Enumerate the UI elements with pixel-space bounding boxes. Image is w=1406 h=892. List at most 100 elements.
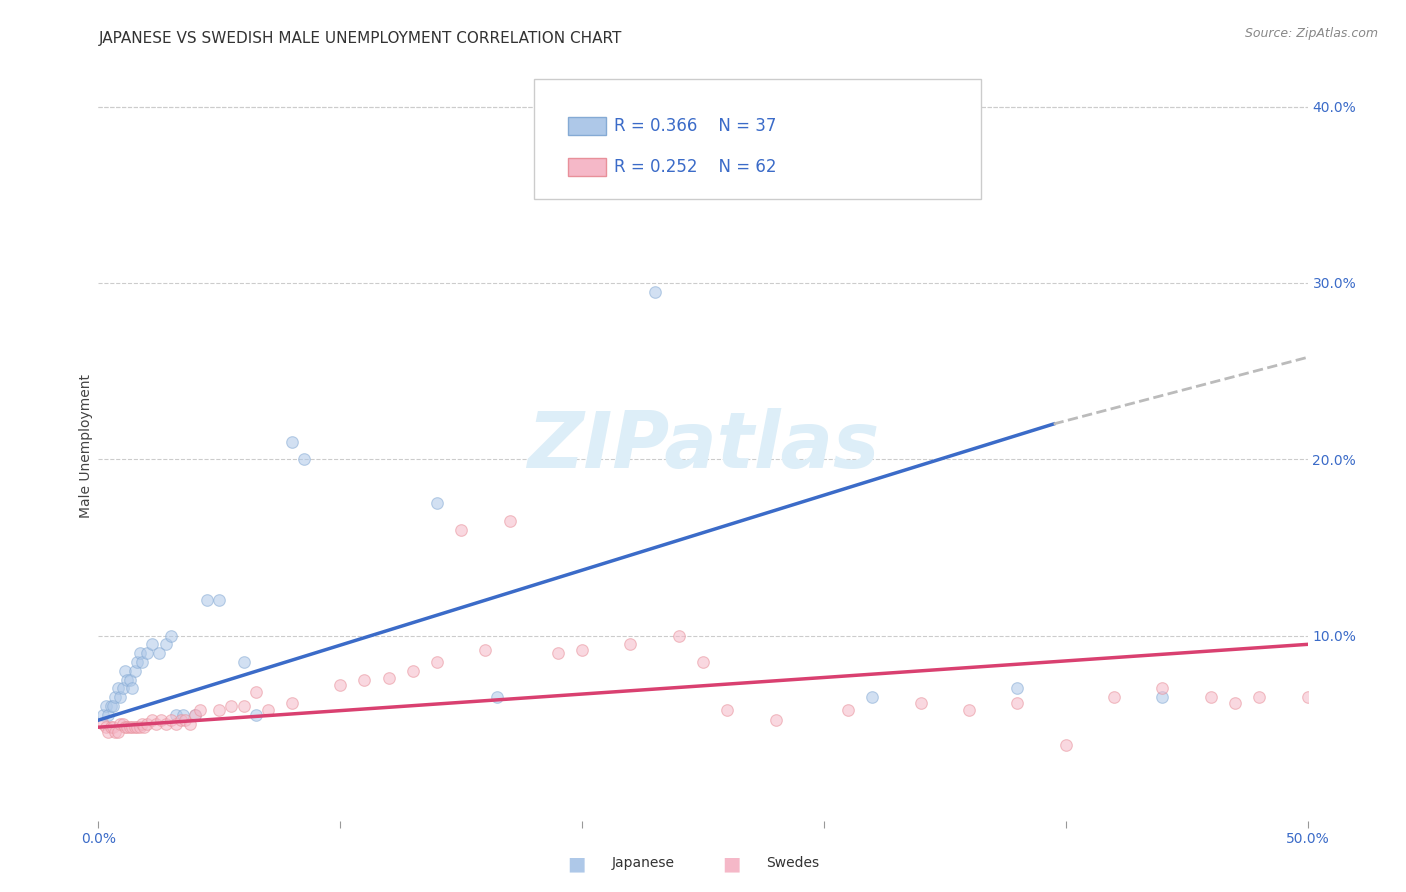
Point — [148, 646, 170, 660]
FancyBboxPatch shape — [568, 117, 606, 135]
Point — [329, 678, 352, 692]
Point — [172, 707, 194, 722]
Point — [765, 713, 787, 727]
Point — [486, 690, 509, 705]
Point — [1007, 681, 1029, 696]
Point — [426, 655, 449, 669]
Point — [124, 720, 146, 734]
Text: R = 0.252    N = 62: R = 0.252 N = 62 — [614, 158, 776, 176]
Text: Swedes: Swedes — [766, 856, 820, 871]
Point — [165, 707, 187, 722]
Point — [179, 716, 201, 731]
Point — [184, 707, 207, 722]
Point — [474, 642, 496, 657]
Point — [108, 716, 131, 731]
Point — [100, 699, 122, 714]
Point — [1152, 681, 1174, 696]
Point — [135, 646, 157, 660]
Point — [208, 702, 231, 716]
Point — [150, 713, 173, 727]
Point — [426, 496, 449, 510]
Point — [450, 523, 472, 537]
FancyBboxPatch shape — [568, 158, 606, 177]
Point — [100, 720, 122, 734]
Point — [195, 593, 218, 607]
Point — [134, 720, 156, 734]
Point — [498, 514, 520, 528]
Point — [619, 637, 641, 651]
Point — [837, 702, 859, 716]
Point — [141, 637, 163, 651]
Point — [121, 681, 143, 696]
Point — [117, 673, 139, 687]
Point — [97, 725, 120, 739]
Point — [292, 452, 315, 467]
Point — [128, 720, 150, 734]
Point — [1102, 690, 1125, 705]
Point — [94, 720, 117, 734]
Point — [127, 655, 149, 669]
Text: Japanese: Japanese — [612, 856, 675, 871]
Text: JAPANESE VS SWEDISH MALE UNEMPLOYMENT CORRELATION CHART: JAPANESE VS SWEDISH MALE UNEMPLOYMENT CO… — [98, 31, 621, 46]
Point — [571, 642, 593, 657]
Point — [104, 725, 127, 739]
Point — [107, 725, 129, 739]
Point — [281, 434, 304, 449]
Point — [281, 696, 304, 710]
Point — [1007, 696, 1029, 710]
Point — [860, 690, 883, 705]
Point — [131, 655, 153, 669]
Text: Source: ZipAtlas.com: Source: ZipAtlas.com — [1244, 27, 1378, 40]
Point — [94, 699, 117, 714]
Point — [188, 702, 211, 716]
Point — [155, 637, 177, 651]
Point — [165, 716, 187, 731]
Point — [108, 690, 131, 705]
Point — [644, 285, 666, 299]
Y-axis label: Male Unemployment: Male Unemployment — [79, 374, 93, 518]
Point — [118, 673, 141, 687]
Point — [111, 716, 134, 731]
Point — [1223, 696, 1246, 710]
Point — [104, 690, 127, 705]
Point — [547, 646, 569, 660]
Point — [117, 720, 139, 734]
Point — [91, 707, 114, 722]
Point — [114, 720, 136, 734]
Point — [111, 681, 134, 696]
Point — [245, 707, 267, 722]
Point — [155, 716, 177, 731]
Point — [232, 699, 254, 714]
Text: ■: ■ — [567, 854, 586, 873]
Point — [160, 628, 183, 642]
Point — [402, 664, 425, 678]
Point — [131, 716, 153, 731]
Point — [353, 673, 375, 687]
Point — [160, 713, 183, 727]
Point — [1296, 690, 1319, 705]
Point — [101, 699, 124, 714]
Point — [256, 702, 278, 716]
Point — [221, 699, 243, 714]
Point — [1152, 690, 1174, 705]
Point — [135, 716, 157, 731]
Point — [169, 713, 191, 727]
Point — [1199, 690, 1222, 705]
Point — [957, 702, 980, 716]
Point — [692, 655, 714, 669]
Point — [114, 664, 136, 678]
Point — [101, 720, 124, 734]
Point — [97, 707, 120, 722]
Point — [118, 720, 141, 734]
Point — [910, 696, 932, 710]
Text: ■: ■ — [721, 854, 741, 873]
Point — [232, 655, 254, 669]
Point — [174, 713, 197, 727]
Point — [127, 720, 149, 734]
Point — [121, 720, 143, 734]
FancyBboxPatch shape — [534, 78, 981, 199]
Point — [1054, 738, 1077, 752]
Point — [245, 685, 267, 699]
Point — [145, 716, 167, 731]
Point — [124, 664, 146, 678]
